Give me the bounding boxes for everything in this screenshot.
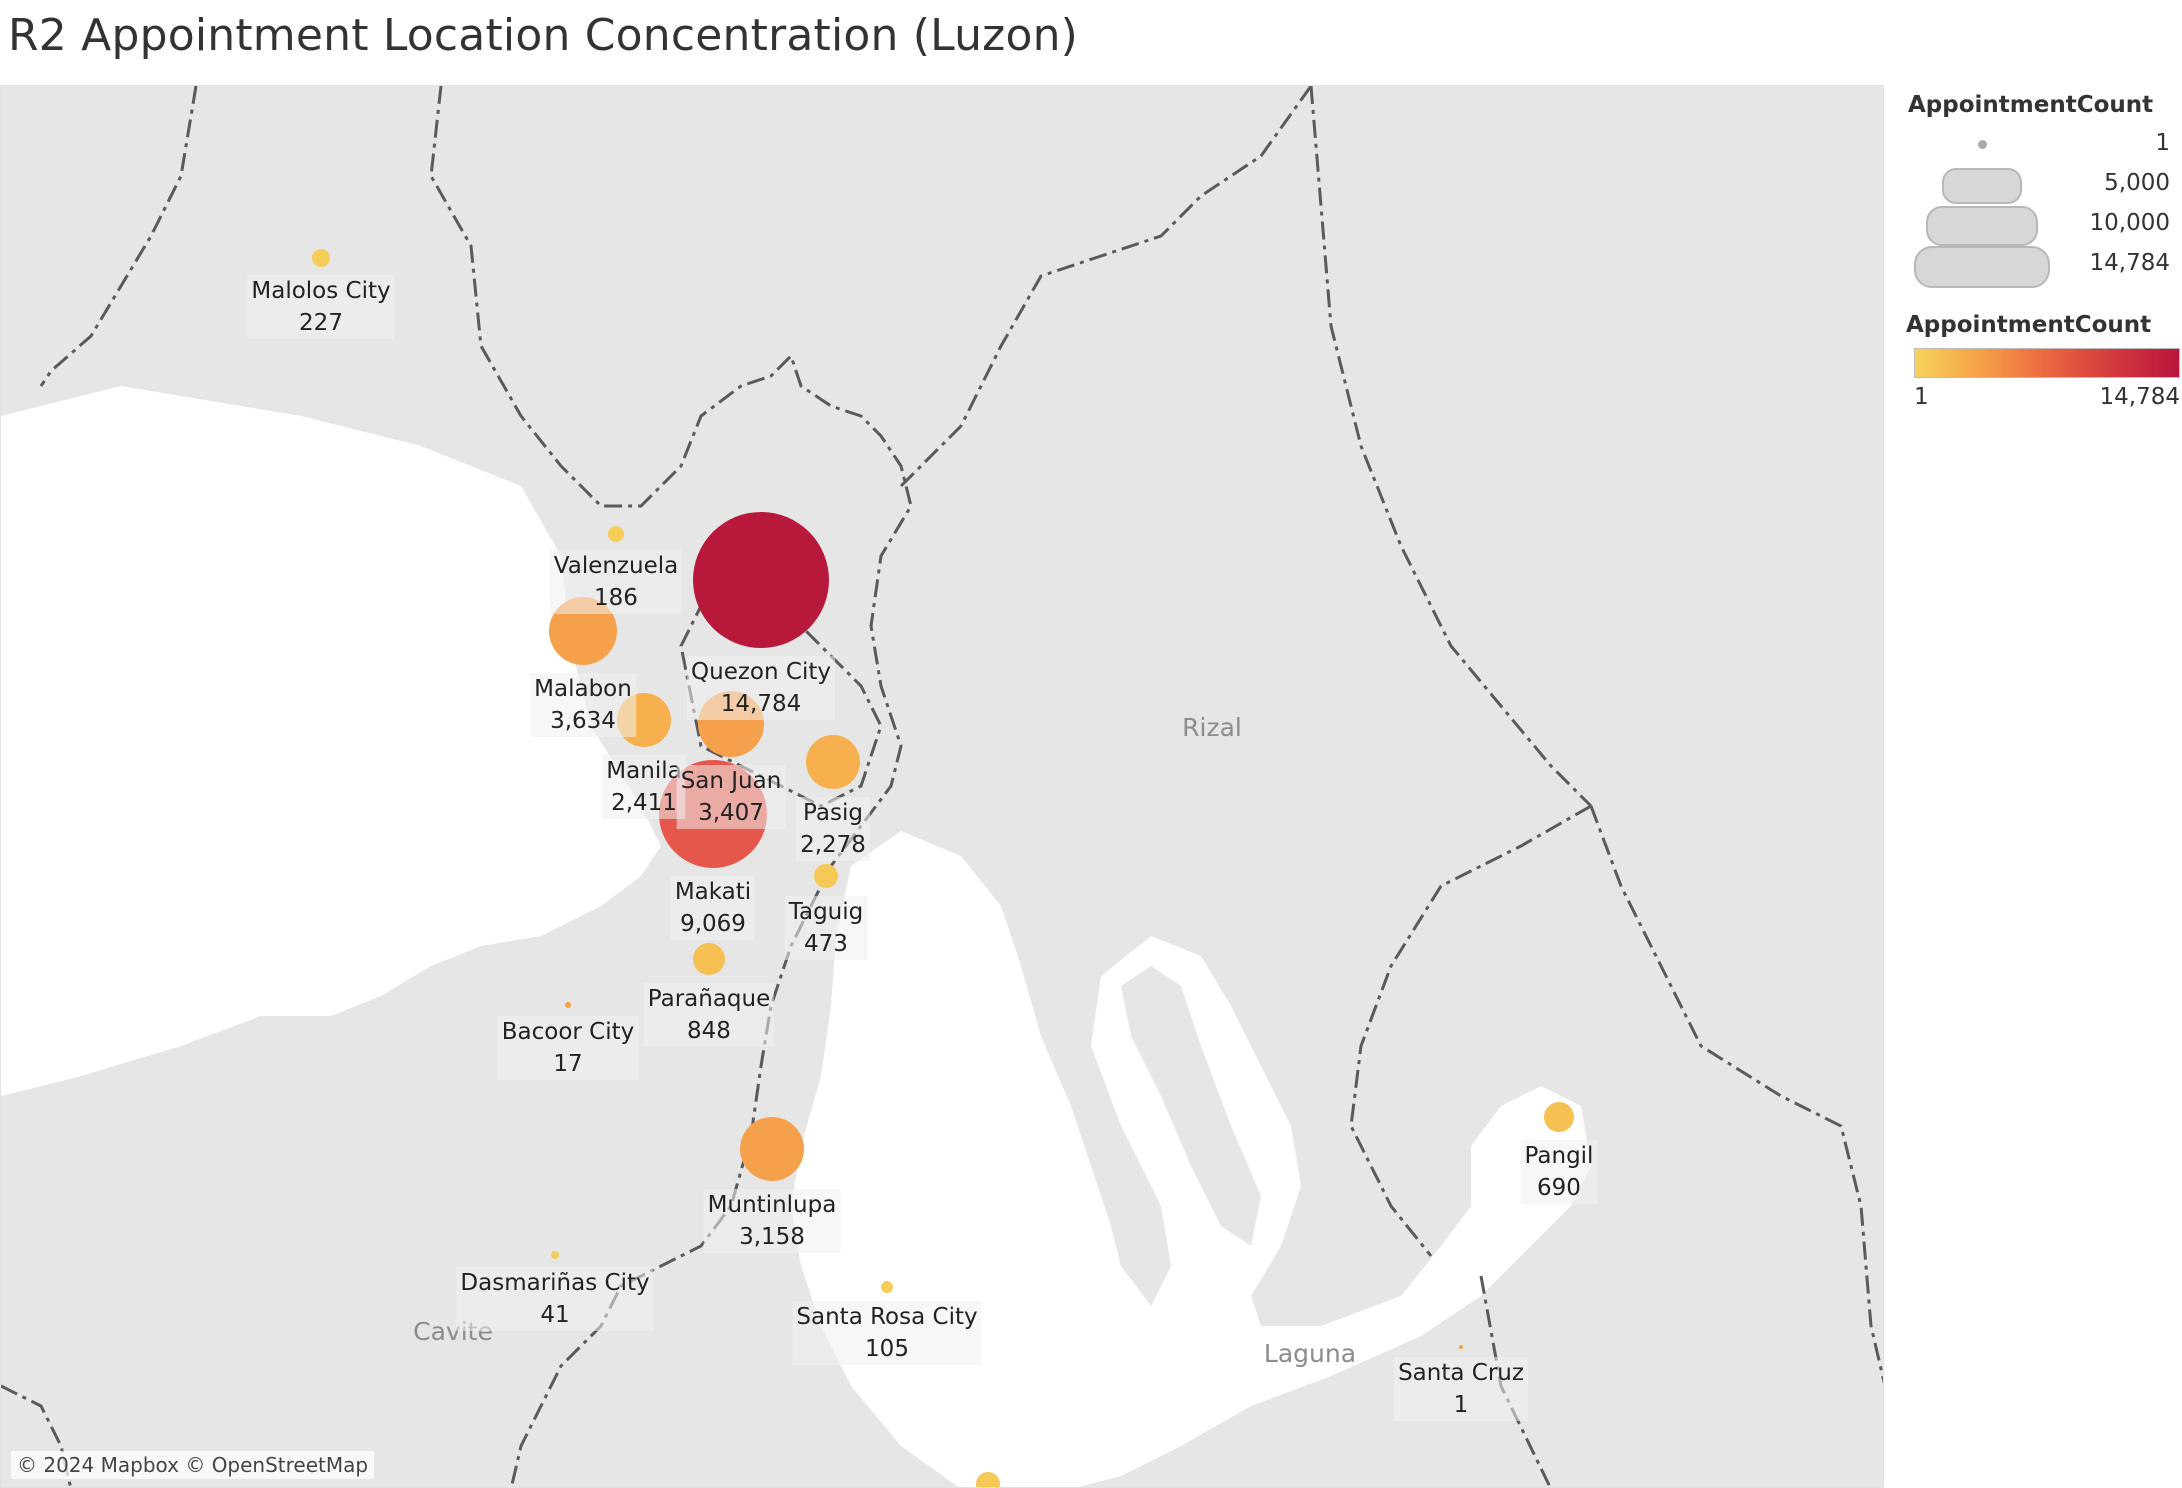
- city-label-pangil: Pangil 690: [1520, 1140, 1598, 1204]
- city-count: 3,158: [739, 1224, 805, 1250]
- bubble-calamba-city[interactable]: [976, 1472, 1000, 1488]
- bubble-pasig[interactable]: [806, 735, 860, 789]
- page-title: R2 Appointment Location Concentration (L…: [8, 10, 1079, 61]
- city-name: Manila: [606, 758, 682, 784]
- city-label-santa-cruz: Santa Cruz 1: [1394, 1357, 1528, 1421]
- size-legend-swatch-14784: [1914, 246, 2050, 288]
- color-legend-ramp: [1914, 348, 2180, 378]
- city-label-quezon-city: Quezon City 14,784: [687, 656, 835, 720]
- city-name: Santa Rosa City: [796, 1304, 978, 1330]
- legend-panel: AppointmentCount 1 5,000 10,000 14,784 A…: [1900, 88, 2180, 448]
- city-name: Dasmariñas City: [460, 1270, 650, 1296]
- bubble-dasmarinas-city[interactable]: [551, 1251, 559, 1259]
- region-labels: Rizal Cavite Laguna: [413, 713, 1356, 1368]
- city-count: 3,634: [550, 708, 616, 734]
- city-name: San Juan: [680, 768, 782, 794]
- city-label-santa-rosa-city: Santa Rosa City 105: [792, 1301, 982, 1365]
- city-label-pasig: Pasig 2,278: [796, 797, 870, 861]
- bubble-quezon-city[interactable]: [693, 512, 829, 648]
- color-legend-title: AppointmentCount: [1906, 312, 2152, 338]
- city-name: Valenzuela: [553, 553, 679, 579]
- city-name: Santa Cruz: [1398, 1360, 1524, 1386]
- city-count: 1: [1453, 1392, 1469, 1418]
- size-legend-dot: [1978, 140, 1987, 149]
- city-name: Quezon City: [691, 659, 831, 685]
- bubble-valenzuela[interactable]: [608, 526, 624, 542]
- city-count: 690: [1537, 1175, 1581, 1201]
- region-label-rizal: Rizal: [1182, 713, 1242, 742]
- bubble-taguig[interactable]: [814, 864, 838, 888]
- map-viewport[interactable]: Rizal Cavite Laguna Malolos City 227 Valen…: [0, 85, 1884, 1488]
- size-legend-value-5000: 5,000: [2104, 170, 2170, 196]
- city-count: 41: [540, 1302, 570, 1328]
- city-name: Pasig: [803, 800, 863, 826]
- city-label-san-juan: San Juan 3,407: [676, 765, 786, 829]
- city-label-malabon: Malabon 3,634: [530, 673, 636, 737]
- map-canvas[interactable]: Rizal Cavite Laguna: [1, 86, 1884, 1488]
- city-label-bacoor-city: Bacoor City 17: [497, 1016, 639, 1080]
- city-count: 2,411: [611, 790, 677, 816]
- city-count: 227: [299, 310, 343, 336]
- size-legend-value-14784: 14,784: [2089, 250, 2170, 276]
- city-label-paranaque: Parañaque 848: [643, 983, 775, 1047]
- size-legend-swatch-5000: [1942, 168, 2022, 204]
- size-legend-title: AppointmentCount: [1908, 92, 2154, 118]
- city-count: 848: [687, 1018, 731, 1044]
- city-name: Malabon: [534, 676, 632, 702]
- city-label-valenzuela: Valenzuela 186: [549, 550, 683, 614]
- size-legend-swatch-10000: [1926, 206, 2038, 246]
- bubble-santa-rosa-city[interactable]: [881, 1281, 893, 1293]
- city-label-malolos-city: Malolos City 227: [247, 275, 395, 339]
- city-name: Muntinlupa: [707, 1192, 837, 1218]
- city-name: Taguig: [788, 899, 864, 925]
- city-name: Malolos City: [251, 278, 391, 304]
- city-count: 9,069: [680, 911, 746, 937]
- region-label-laguna: Laguna: [1264, 1339, 1356, 1368]
- city-name: Bacoor City: [501, 1019, 635, 1045]
- city-name: Pangil: [1524, 1143, 1594, 1169]
- city-name: Makati: [674, 879, 752, 905]
- city-count: 3,407: [698, 800, 764, 826]
- city-label-dasmarinas-city: Dasmariñas City 41: [456, 1267, 654, 1331]
- city-label-manila: Manila 2,411: [602, 755, 686, 819]
- bubble-pangil[interactable]: [1544, 1102, 1574, 1132]
- bubble-malabon[interactable]: [549, 597, 617, 665]
- bubble-bacoor-city[interactable]: [565, 1002, 571, 1008]
- city-count: 2,278: [800, 832, 866, 858]
- bubble-santa-cruz[interactable]: [1459, 1345, 1463, 1349]
- city-label-muntinlupa: Muntinlupa 3,158: [703, 1189, 841, 1253]
- city-count: 14,784: [720, 691, 802, 717]
- manila-bay-water: [1, 386, 661, 1096]
- city-label-makati: Makati 9,069: [670, 876, 756, 940]
- city-name: Parañaque: [647, 986, 771, 1012]
- city-count: 17: [553, 1051, 583, 1077]
- city-label-taguig: Taguig 473: [784, 896, 868, 960]
- color-legend-min: 1: [1914, 384, 1929, 410]
- size-legend-value-1: 1: [2155, 130, 2170, 156]
- color-legend-max: 14,784: [2099, 384, 2180, 410]
- bubble-muntinlupa[interactable]: [740, 1117, 804, 1181]
- bubble-malolos-city[interactable]: [312, 249, 330, 267]
- map-attribution[interactable]: © 2024 Mapbox © OpenStreetMap: [11, 1451, 375, 1479]
- talim-island: [1121, 966, 1261, 1246]
- city-count: 186: [594, 585, 638, 611]
- bubble-paranaque[interactable]: [693, 943, 725, 975]
- city-count: 473: [804, 931, 848, 957]
- size-legend-value-10000: 10,000: [2089, 210, 2170, 236]
- city-count: 105: [865, 1336, 909, 1362]
